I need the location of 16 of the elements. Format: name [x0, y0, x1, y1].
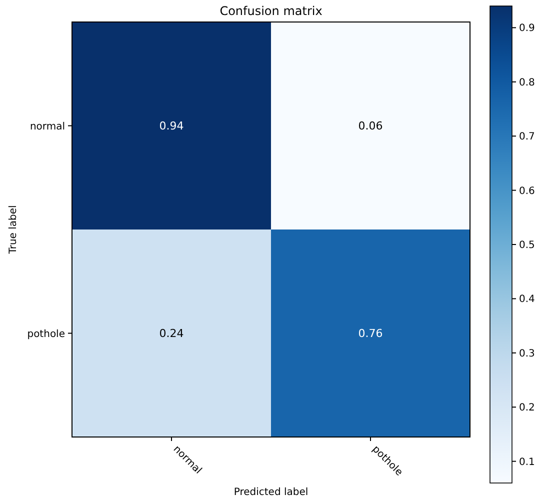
color-bar-label: 0.1: [519, 456, 535, 468]
y-axis-title: True label: [8, 205, 19, 255]
data-label: 0.76: [358, 327, 383, 340]
color-bar-label: 0.2: [519, 402, 535, 414]
data-label: 0.06: [358, 120, 383, 133]
color-bar-label: 0.8: [519, 77, 535, 88]
color-bar-label: 0.7: [519, 132, 535, 143]
data-label: 0.94: [159, 120, 184, 133]
color-bar-label: 0.3: [519, 348, 535, 360]
color-bar-label: 0.9: [519, 23, 535, 34]
data-label: 0.24: [159, 327, 184, 340]
color-bar-label: 0.4: [519, 294, 535, 306]
color-bar-label: 0.6: [519, 186, 535, 197]
color-bar-label: 0.5: [519, 240, 535, 251]
x-axis-title: Predicted label: [234, 487, 308, 498]
chart-title: Confusion matrix: [220, 4, 322, 18]
